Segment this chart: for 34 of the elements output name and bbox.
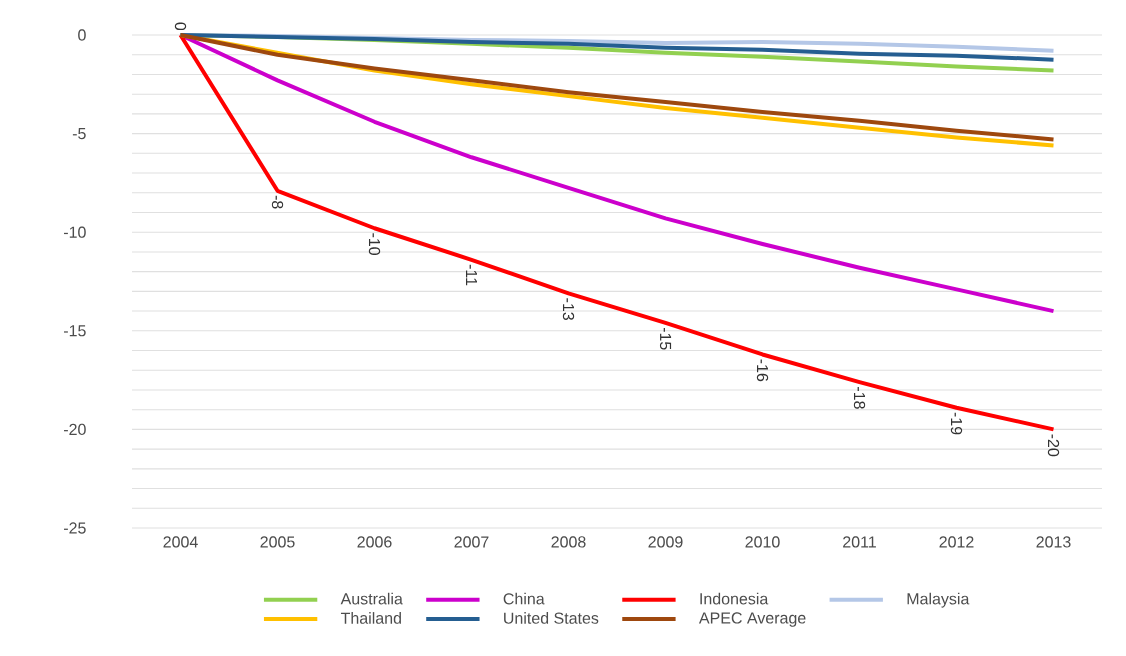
legend-label: Australia — [340, 592, 403, 605]
legend-label: Malaysia — [907, 592, 970, 608]
x-tick-label: 2009 — [648, 536, 683, 548]
x-tick-label: 2008 — [551, 536, 586, 548]
y-tick-label: -25 — [63, 522, 86, 534]
data-label: -11 — [466, 264, 477, 286]
x-tick-label: 2005 — [260, 536, 295, 548]
data-label: -8 — [271, 195, 284, 209]
legend-label: APEC Average — [698, 612, 806, 627]
y-tick-label: -5 — [72, 128, 86, 140]
data-label: -13 — [562, 298, 575, 321]
legend-label: China — [503, 592, 545, 605]
x-tick-label: 2011 — [843, 536, 876, 548]
data-label: -16 — [756, 359, 769, 382]
x-tick-label: 2004 — [163, 536, 198, 548]
x-tick-label: 2010 — [745, 536, 780, 548]
legend-label: United States — [504, 612, 599, 624]
data-label: -18 — [853, 387, 866, 409]
y-tick-label: -20 — [63, 423, 86, 436]
y-tick-label: -10 — [63, 226, 86, 238]
legend-label: Indonesia — [700, 592, 769, 605]
data-label: -15 — [659, 327, 672, 350]
line-series — [178, 33, 1056, 62]
y-tick-label: 0 — [78, 29, 86, 41]
y-tick-label: -15 — [63, 325, 86, 337]
data-label: 0 — [174, 22, 187, 31]
data-label: -10 — [368, 233, 381, 256]
x-tick-label: 2007 — [454, 536, 489, 548]
legend-label: Thailand — [340, 612, 401, 624]
x-tick-label: 2006 — [357, 536, 392, 548]
data-label: -19 — [950, 412, 963, 435]
x-tick-label: 2013 — [1036, 536, 1071, 548]
data-label: -20 — [1047, 434, 1060, 457]
x-tick-label: 2012 — [939, 536, 974, 548]
